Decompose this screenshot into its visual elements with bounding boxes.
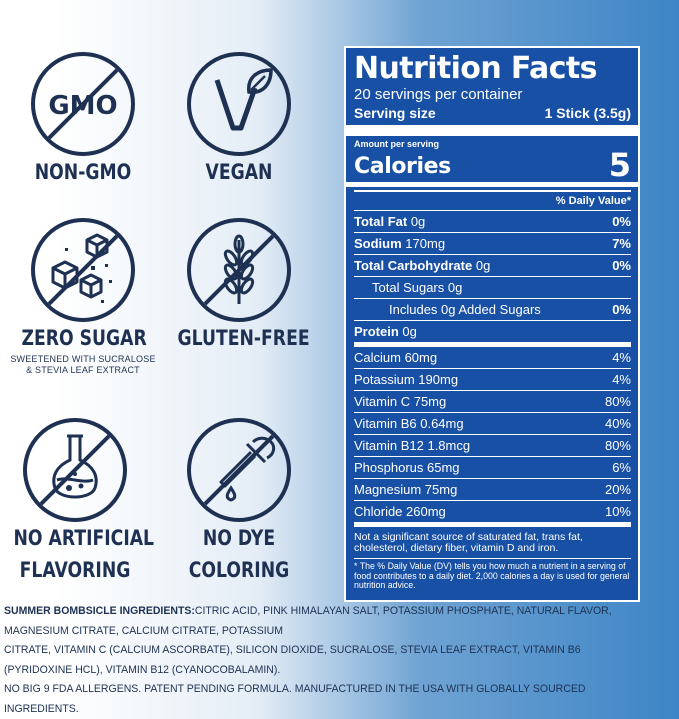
nutrient-pct: 7%: [612, 236, 631, 251]
vitamin-label: Calcium 60mg: [354, 350, 438, 365]
badge-sublabel: & STEVIA LEAF EXTRACT: [26, 365, 140, 375]
vitamin-row: Magnesium 75mg 20%: [354, 478, 631, 500]
badge-label: GLUTEN-FREE: [177, 326, 310, 350]
vitamin-label: Vitamin B12 1.8mcg: [354, 438, 471, 453]
servings-per-container: 20 servings per container: [354, 86, 523, 103]
vitamin-label: Magnesium 75mg: [354, 482, 458, 497]
nutrition-title: Nutrition Facts: [354, 51, 597, 86]
badge-label: VEGAN: [205, 160, 273, 184]
badge-no-dye-coloring: NO DYE COLORING: [164, 418, 314, 586]
badge-zero-sugar: ZERO SUGAR SWEETENED WITH SUCRALOSE & ST…: [8, 218, 158, 376]
nutrient-row: Total Sugars 0g: [354, 276, 631, 298]
not-significant-note: Not a significant source of saturated fa…: [354, 522, 631, 558]
flask-icon: [23, 418, 127, 522]
nutrient-row: Total Fat 0g 0%: [354, 210, 631, 232]
divider-medium: [346, 182, 638, 187]
nutrient-label: Includes 0g Added Sugars: [389, 302, 541, 317]
ingredients-text: SUMMER BOMBSICLE INGREDIENTS:CITRIC ACID…: [4, 602, 629, 719]
vitamin-row: Vitamin C 75mg 80%: [354, 390, 631, 412]
vitamin-label: Vitamin B6 0.64mg: [354, 416, 464, 431]
vitamin-pct: 4%: [612, 372, 631, 387]
allergen-statement: NO BIG 9 FDA ALLERGENS. PATENT PENDING F…: [4, 683, 586, 715]
badge-label: NO DYE: [202, 526, 276, 550]
ingredients-line: SUMMER BOMBSICLE INGREDIENTS:CITRIC ACID…: [4, 602, 629, 641]
calories-label: Calories: [354, 154, 451, 179]
vitamin-row: Vitamin B6 0.64mg 40%: [354, 412, 631, 434]
vitamin-label: Phosphorus 65mg: [354, 460, 460, 475]
nutrient-label: Sodium: [354, 236, 402, 251]
vegan-leaf-icon: [187, 52, 291, 156]
badge-label: FLAVORING: [19, 558, 131, 582]
badge-label: NON-GMO: [34, 160, 132, 184]
vitamin-row: Chloride 260mg 10%: [354, 500, 631, 522]
nutrient-label: Total Fat: [354, 214, 408, 229]
nutrient-amount: 0g: [475, 258, 491, 273]
calories-value: 5: [608, 146, 631, 184]
vitamin-row: Potassium 190mg 4%: [354, 368, 631, 390]
nutrient-label: Total Carbohydrate: [354, 258, 473, 273]
nutrition-facts-panel: Nutrition Facts 20 servings per containe…: [344, 46, 640, 602]
gmo-icon: GMO: [31, 52, 135, 156]
vitamin-row: Vitamin B12 1.8mcg 80%: [354, 434, 631, 456]
ingredients-list-part: CITRIC ACID, PINK HIMALAYAN SALT, POTASS…: [4, 605, 612, 637]
badge-sublabel: SWEETENED WITH SUCRALOSE: [10, 354, 156, 364]
vitamin-row: Phosphorus 65mg 6%: [354, 456, 631, 478]
vitamin-pct: 80%: [604, 394, 631, 409]
badge-no-artificial-flavoring: NO ARTIFICIAL FLAVORING: [0, 418, 155, 586]
nutrient-label: Protein: [354, 324, 399, 339]
ingredients-line: CITRATE, VITAMIN C (CALCIUM ASCORBATE), …: [4, 644, 581, 676]
wheat-icon: [187, 218, 291, 322]
daily-value-footnote: * The % Daily Value (DV) tells you how m…: [354, 558, 631, 594]
badge-label: ZERO SUGAR: [21, 326, 147, 350]
nutrient-pct: 0%: [612, 214, 631, 229]
nutrient-row: Sodium 170mg 7%: [354, 232, 631, 254]
nutrient-amount: 0g: [402, 324, 417, 339]
nutrient-pct: 0%: [612, 258, 631, 273]
vitamin-pct: 10%: [604, 504, 631, 519]
nutrient-label: Total Sugars 0g: [372, 280, 463, 295]
nutrient-amount: 0g: [410, 214, 426, 229]
vitamin-pct: 80%: [604, 438, 631, 453]
serving-size-row: Serving size 1 Stick (3.5g): [354, 104, 631, 122]
badge-gluten-free: GLUTEN-FREE: [164, 218, 314, 354]
vitamin-label: Potassium 190mg: [354, 372, 459, 387]
vitamin-label: Vitamin C 75mg: [354, 394, 447, 409]
vitamin-pct: 6%: [612, 460, 631, 475]
vitamin-pct: 40%: [604, 416, 631, 431]
vitamin-row: Calcium 60mg 4%: [354, 342, 631, 368]
badge-label: NO ARTIFICIAL: [13, 526, 155, 550]
daily-value-header: % Daily Value*: [354, 190, 631, 210]
ingredients-lead: SUMMER BOMBSICLE INGREDIENTS:: [4, 605, 195, 617]
nutrient-pct: 0%: [612, 302, 631, 317]
nutrient-row: Includes 0g Added Sugars 0%: [354, 298, 631, 320]
nutrient-row: Protein 0g: [354, 320, 631, 342]
amount-per-serving: Amount per serving: [354, 139, 440, 149]
vitamin-label: Chloride 260mg: [354, 504, 446, 519]
divider-thick: [346, 125, 638, 136]
serving-size-value: 1 Stick (3.5g): [544, 105, 631, 121]
serving-size-label: Serving size: [354, 105, 436, 121]
badge-non-gmo: GMO NON-GMO: [8, 52, 158, 188]
vitamin-pct: 20%: [604, 482, 631, 497]
vitamin-pct: 4%: [612, 350, 631, 365]
calories-row: Calories 5: [354, 146, 631, 184]
badge-label: COLORING: [188, 558, 290, 582]
dropper-icon: [187, 418, 291, 522]
sugar-cubes-icon: [31, 218, 135, 322]
nutrient-amount: 170mg: [405, 236, 446, 251]
nutrient-row: Total Carbohydrate 0g 0%: [354, 254, 631, 276]
badge-vegan: VEGAN: [164, 52, 314, 188]
